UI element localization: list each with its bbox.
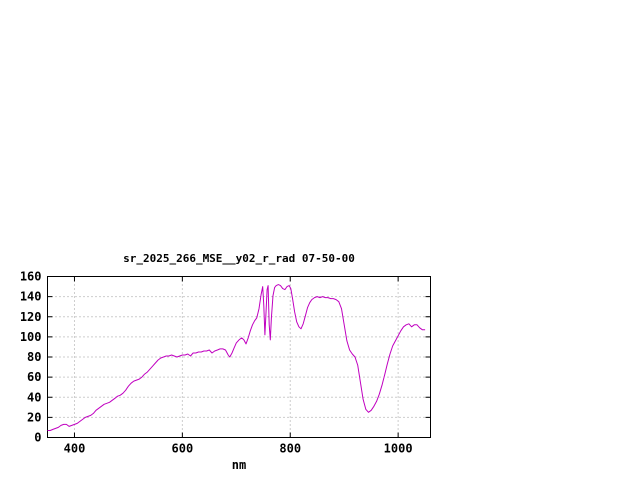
y-tick-label: 0	[34, 431, 41, 445]
x-axis-label: nm	[231, 458, 247, 472]
x-tick-label: 400	[64, 442, 86, 456]
y-tick-label: 40	[27, 390, 41, 404]
x-tick-label: 600	[172, 442, 194, 456]
data-polyline-sr_2025_266_MSE__y02_r_rad	[47, 284, 426, 431]
y-tick-label: 160	[20, 270, 42, 284]
chart-title: sr_2025_266_MSE__y02_r_rad 07-50-00	[123, 252, 355, 265]
y-tick-label: 20	[27, 410, 41, 424]
y-tick-label: 80	[27, 350, 41, 364]
x-tick-label: 1000	[384, 442, 413, 456]
y-tick-label: 140	[20, 290, 42, 304]
y-tick-label: 60	[27, 370, 41, 384]
plot-border	[47, 276, 431, 438]
y-tick-label: 100	[20, 330, 42, 344]
y-tick-label: 120	[20, 310, 42, 324]
x-tick-label: 800	[279, 442, 301, 456]
